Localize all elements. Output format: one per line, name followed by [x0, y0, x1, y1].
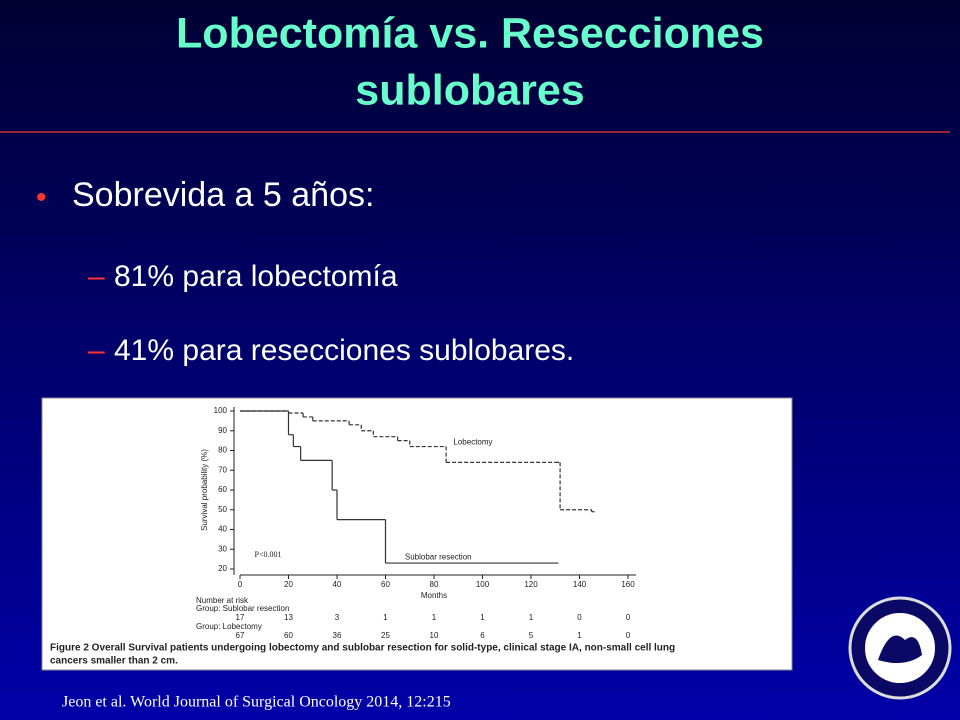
- risk-count: 5: [529, 631, 534, 640]
- risk-count: 1: [480, 613, 485, 622]
- logo: [848, 596, 952, 700]
- y-tick-label: 20: [218, 564, 227, 573]
- y-tick-label: 30: [218, 544, 227, 553]
- risk-count: 1: [383, 613, 388, 622]
- y-tick-label: 80: [218, 446, 227, 455]
- risk-count: 13: [284, 613, 293, 622]
- risk-count: 0: [626, 613, 631, 622]
- risk-count: 67: [236, 631, 245, 640]
- x-tick-label: 40: [333, 580, 342, 589]
- x-axis-label: Months: [421, 591, 447, 600]
- y-tick-label: 100: [214, 406, 228, 415]
- x-tick-label: 0: [238, 580, 243, 589]
- curve-label: Sublobar resection: [405, 552, 472, 561]
- curve-label: Lobectomy: [453, 438, 492, 447]
- x-tick-label: 60: [381, 580, 390, 589]
- annotation: P<0.001: [255, 550, 282, 559]
- title-line: sublobares: [355, 66, 584, 114]
- risk-count: 6: [480, 631, 485, 640]
- x-tick-label: 80: [430, 580, 439, 589]
- sub-item: 41% para resecciones sublobares.: [114, 334, 574, 367]
- y-axis-label: Survival probability (%): [200, 449, 209, 531]
- figure-box: [41, 397, 793, 671]
- risk-count: 25: [381, 631, 390, 640]
- caption: Figure 2 Overall Survival patients under…: [50, 643, 675, 654]
- caption: cancers smaller than 2 cm.: [50, 656, 178, 667]
- title-line: Lobectomía vs. Resecciones: [176, 9, 764, 57]
- risk-group: Group: Sublobar resection: [196, 604, 289, 613]
- bullet: Sobrevida a 5 años:: [72, 176, 374, 214]
- dash: –: [88, 334, 105, 367]
- y-tick-label: 90: [218, 426, 227, 435]
- y-tick-label: 40: [218, 525, 227, 534]
- risk-count: 1: [529, 613, 534, 622]
- x-tick-label: 140: [573, 580, 587, 589]
- risk-title: Number at risk: [196, 596, 249, 605]
- risk-count: 0: [577, 613, 582, 622]
- dash: –: [88, 260, 105, 293]
- x-tick-label: 20: [284, 580, 293, 589]
- risk-group: Group: Lobectomy: [196, 622, 262, 631]
- bullet-dot: •: [36, 181, 47, 214]
- risk-count: 10: [430, 631, 439, 640]
- risk-count: 3: [335, 613, 340, 622]
- x-tick-label: 100: [476, 580, 490, 589]
- y-tick-label: 70: [218, 465, 227, 474]
- citation: Jeon et al. World Journal of Surgical On…: [62, 694, 451, 711]
- x-tick-label: 160: [621, 580, 635, 589]
- risk-count: 17: [236, 613, 245, 622]
- figure: 0 20 40 60 80 100 120 140 1602030405060708090100…: [50, 406, 675, 667]
- risk-count: 0: [626, 631, 631, 640]
- risk-count: 1: [577, 631, 582, 640]
- y-tick-label: 60: [218, 485, 227, 494]
- sub-item: 81% para lobectomía: [114, 260, 398, 293]
- risk-count: 1: [432, 613, 437, 622]
- risk-count: 60: [284, 631, 293, 640]
- y-tick-label: 50: [218, 505, 227, 514]
- x-tick-label: 120: [524, 580, 538, 589]
- risk-count: 36: [333, 631, 342, 640]
